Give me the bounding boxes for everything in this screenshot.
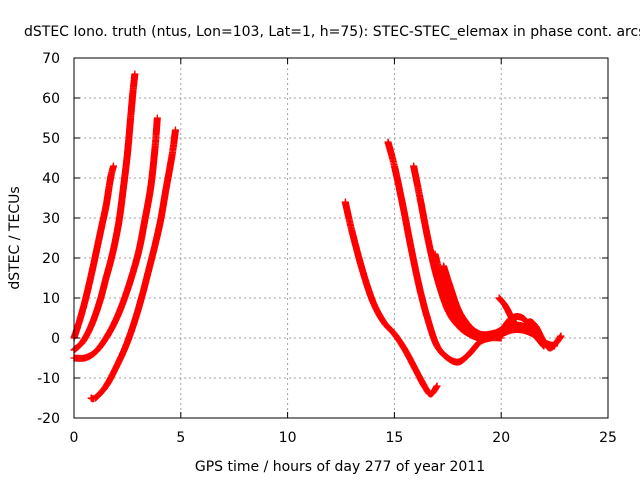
y-tick-label: -10	[37, 371, 60, 387]
x-tick-label: 0	[70, 430, 79, 446]
series-markers	[341, 198, 441, 398]
y-tick-label: 10	[42, 291, 60, 307]
grid	[74, 58, 608, 418]
x-tick-label: 10	[279, 430, 297, 446]
series-arc4	[87, 126, 179, 403]
series-markers	[495, 294, 565, 352]
x-tick-label: 15	[385, 430, 403, 446]
chart-title: dSTEC Iono. truth (ntus, Lon=103, Lat=1,…	[24, 24, 640, 40]
y-tick-label: 40	[42, 171, 60, 187]
y-tick-label: 0	[51, 331, 60, 347]
series-arc6	[384, 138, 505, 366]
x-tick-label: 5	[176, 430, 185, 446]
y-tick-label: -20	[37, 411, 60, 427]
y-tick-label: 70	[42, 51, 60, 67]
x-tick-label: 20	[492, 430, 510, 446]
ticks: 0 5 10 15 20 25 -20 -10 0 10 20 30 40 50 60 70	[37, 51, 617, 446]
y-axis-label: dSTEC / TECUs	[7, 186, 23, 289]
x-axis-label: GPS time / hours of day 277 of year 2011	[195, 459, 485, 475]
y-tick-label: 50	[42, 131, 60, 147]
plot-frame	[73, 57, 609, 419]
series-markers	[87, 126, 179, 403]
y-tick-label: 20	[42, 251, 60, 267]
y-tick-label: 60	[42, 91, 60, 107]
x-tick-label: 25	[599, 430, 617, 446]
series-arc5	[341, 198, 441, 398]
series-arc10	[495, 294, 565, 352]
y-tick-label: 30	[42, 211, 60, 227]
